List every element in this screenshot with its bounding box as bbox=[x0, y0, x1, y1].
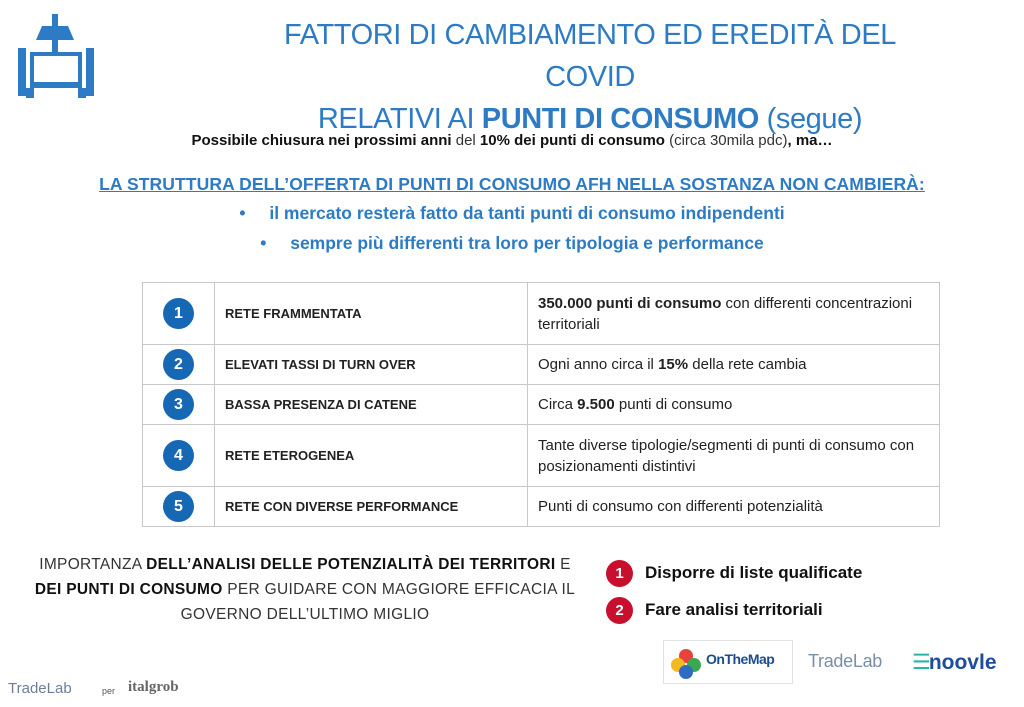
tradelab-logo-footer: TradeLab bbox=[8, 680, 72, 697]
row-label: RETE FRAMMENTATA bbox=[214, 282, 528, 345]
headline: LA STRUTTURA DELL’OFFERTA DI PUNTI DI CO… bbox=[99, 174, 925, 194]
table-row: 2 ELEVATI TASSI DI TURN OVER Ogni anno c… bbox=[142, 344, 940, 385]
onthemap-mark-icon bbox=[671, 649, 701, 679]
table-row: 4 RETE ETEROGENEA Tante diverse tipologi… bbox=[142, 424, 940, 487]
bullet-item: • il mercato resterà fatto da tanti punti… bbox=[239, 203, 785, 223]
table-row: 1 RETE FRAMMENTATA 350.000 punti di cons… bbox=[142, 282, 940, 345]
noovle-logo: ☰noovle bbox=[912, 651, 997, 674]
bullet-item: • sempre più differenti tra loro per tipo… bbox=[260, 233, 764, 253]
page-title: FATTORI DI CAMBIAMENTO ED EREDITÀ DEL CO… bbox=[240, 14, 940, 140]
footer-per: per bbox=[102, 686, 116, 696]
onthemap-logo: OnTheMap bbox=[663, 640, 793, 684]
title-line-1: FATTORI DI CAMBIAMENTO ED EREDITÀ DEL CO… bbox=[283, 19, 896, 93]
action-item: 1 Disporre di liste qualificate bbox=[606, 560, 862, 587]
action-item: 2 Fare analisi territoriali bbox=[606, 597, 823, 624]
number-badge: 5 bbox=[163, 491, 194, 522]
title-line-2: RELATIVI AI PUNTI DI CONSUMO (segue) bbox=[317, 103, 863, 135]
row-label: RETE ETEROGENEA bbox=[214, 424, 528, 487]
factors-table: 1 RETE FRAMMENTATA 350.000 punti di cons… bbox=[142, 282, 940, 527]
number-badge: 1 bbox=[163, 298, 194, 329]
number-badge: 2 bbox=[163, 349, 194, 380]
row-label: RETE CON DIVERSE PERFORMANCE bbox=[214, 486, 528, 527]
row-label: BASSA PRESENZA DI CATENE bbox=[214, 384, 528, 425]
row-label: ELEVATI TASSI DI TURN OVER bbox=[214, 344, 528, 385]
tradelab-logo: TradeLab bbox=[808, 651, 882, 671]
number-badge: 3 bbox=[163, 389, 194, 420]
action-number-badge: 1 bbox=[606, 560, 633, 587]
row-description: Tante diverse tipologie/segmenti di punt… bbox=[527, 424, 940, 487]
row-description: Punti di consumo con differenti potenzia… bbox=[527, 486, 940, 527]
table-row: 5 RETE CON DIVERSE PERFORMANCE Punti di … bbox=[142, 486, 940, 527]
importance-note: IMPORTANZA DELL’ANALISI DELLE POTENZIALI… bbox=[34, 556, 576, 623]
number-badge: 4 bbox=[163, 440, 194, 471]
action-number-badge: 2 bbox=[606, 597, 633, 624]
row-description: Ogni anno circa il 15% della rete cambia bbox=[527, 344, 940, 385]
row-description: 350.000 punti di consumo con differenti … bbox=[527, 282, 940, 345]
table-lamp-icon bbox=[18, 14, 94, 98]
table-row: 3 BASSA PRESENZA DI CATENE Circa 9.500 p… bbox=[142, 384, 940, 425]
italgrob-logo: italgrob bbox=[128, 679, 179, 695]
row-description: Circa 9.500 punti di consumo bbox=[527, 384, 940, 425]
intro-text: Possibile chiusura nei prossimi anni del… bbox=[191, 132, 833, 149]
